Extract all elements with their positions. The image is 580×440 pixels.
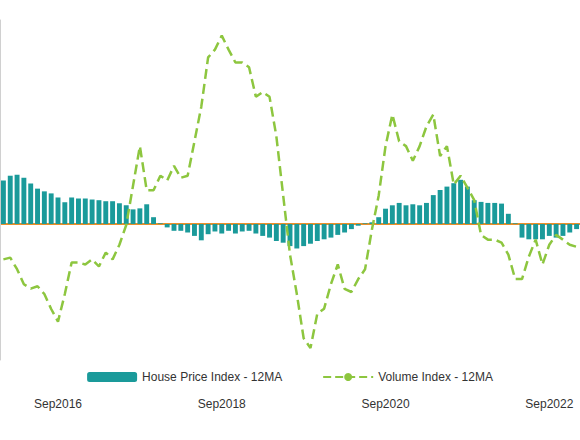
svg-text:Sep2018: Sep2018 bbox=[198, 397, 246, 411]
svg-text:House Price Index - 12MA: House Price Index - 12MA bbox=[142, 370, 282, 384]
svg-text:Volume Index - 12MA: Volume Index - 12MA bbox=[378, 370, 493, 384]
svg-text:Sep2020: Sep2020 bbox=[362, 397, 410, 411]
svg-text:Sep2016: Sep2016 bbox=[34, 397, 82, 411]
svg-text:Sep2022: Sep2022 bbox=[525, 397, 573, 411]
